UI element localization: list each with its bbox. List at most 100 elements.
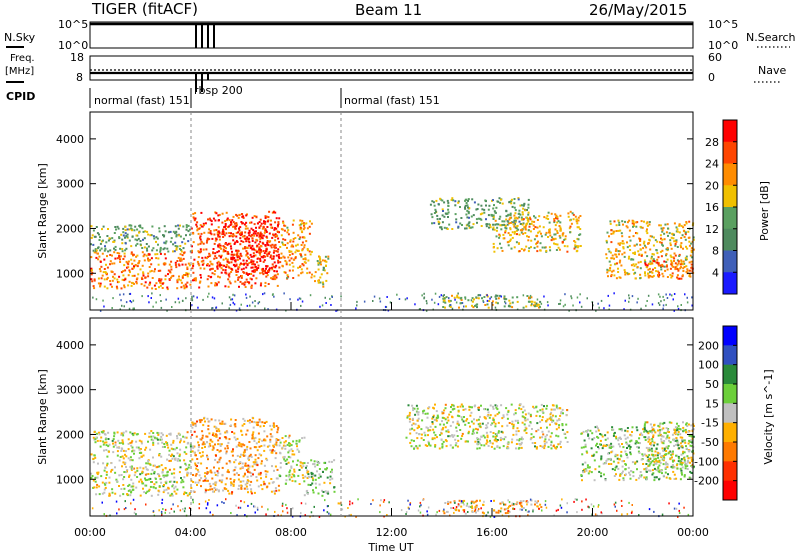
data-cell	[672, 237, 675, 240]
data-cell	[676, 230, 679, 233]
noise-cell	[579, 301, 581, 304]
data-cell	[248, 261, 251, 264]
data-cell	[190, 227, 193, 230]
data-cell	[101, 228, 103, 231]
noise-cell	[129, 300, 131, 302]
data-cell	[472, 306, 475, 309]
data-cell	[284, 447, 287, 450]
data-cell	[605, 257, 608, 260]
data-cell	[446, 421, 449, 424]
data-cell	[147, 257, 149, 260]
data-cell	[441, 199, 444, 202]
data-cell	[202, 242, 205, 245]
data-cell	[144, 281, 147, 284]
data-cell	[176, 260, 179, 262]
data-cell	[683, 224, 686, 227]
data-cell	[92, 457, 95, 460]
data-cell	[250, 490, 253, 493]
data-cell	[248, 281, 251, 284]
data-cell	[456, 435, 459, 437]
data-cell	[321, 259, 324, 262]
data-cell	[444, 418, 447, 421]
data-cell	[622, 246, 625, 249]
noise-cell	[396, 293, 398, 296]
noise-cell	[233, 294, 236, 297]
noise-cell	[297, 298, 299, 301]
data-cell	[103, 482, 106, 485]
data-cell	[519, 403, 522, 406]
data-cell	[457, 504, 460, 507]
data-cell	[691, 466, 694, 469]
data-cell	[299, 464, 302, 467]
data-cell	[629, 446, 632, 448]
data-cell	[244, 281, 247, 284]
data-cell	[248, 244, 251, 247]
data-cell	[253, 463, 256, 466]
data-cell	[217, 230, 220, 233]
data-cell	[418, 426, 421, 428]
data-cell	[147, 233, 150, 236]
data-cell	[113, 273, 116, 276]
data-cell	[294, 256, 297, 258]
data-cell	[121, 238, 124, 241]
data-cell	[496, 302, 499, 305]
data-cell	[302, 228, 305, 231]
data-cell	[301, 222, 303, 225]
data-cell	[255, 238, 258, 241]
data-cell	[248, 237, 250, 240]
data-cell	[218, 238, 221, 241]
data-cell	[147, 272, 150, 275]
data-cell	[414, 413, 417, 416]
data-cell	[479, 415, 481, 418]
data-cell	[229, 461, 232, 464]
data-cell	[201, 437, 204, 439]
data-cell	[506, 424, 509, 427]
data-cell	[98, 239, 101, 241]
data-cell	[259, 218, 262, 221]
noise-cell	[103, 305, 105, 308]
data-cell	[408, 418, 411, 421]
data-cell	[310, 473, 313, 476]
data-cell	[462, 420, 465, 423]
data-cell	[166, 247, 169, 250]
data-cell	[219, 443, 221, 446]
data-cell	[128, 475, 130, 478]
data-cell	[239, 455, 242, 458]
data-cell	[249, 419, 251, 422]
data-cell	[486, 408, 489, 411]
data-cell	[123, 284, 126, 287]
data-cell	[153, 472, 156, 475]
data-cell	[235, 249, 238, 252]
data-cell	[676, 439, 679, 442]
noise-cell	[489, 297, 491, 300]
data-cell	[182, 480, 185, 483]
data-cell	[546, 214, 549, 217]
data-cell	[658, 461, 661, 464]
data-cell	[206, 278, 209, 281]
freq-tick-top: 18	[70, 51, 84, 64]
data-cell	[301, 219, 304, 222]
data-cell	[544, 438, 547, 441]
data-cell	[559, 229, 562, 232]
data-cell	[606, 268, 609, 271]
data-cell	[96, 473, 99, 476]
data-cell	[679, 436, 682, 439]
data-cell	[138, 448, 141, 451]
data-cell	[677, 427, 680, 430]
data-cell	[677, 425, 680, 427]
data-cell	[138, 231, 140, 234]
data-cell	[451, 403, 453, 406]
data-cell	[314, 465, 317, 468]
data-cell	[484, 427, 487, 430]
data-cell	[645, 429, 648, 432]
data-cell	[457, 424, 460, 427]
data-cell	[248, 421, 251, 424]
data-cell	[215, 426, 218, 429]
data-cell	[236, 252, 239, 255]
data-cell	[128, 228, 131, 231]
data-cell	[500, 246, 503, 249]
data-cell	[217, 281, 220, 284]
data-cell	[656, 240, 659, 243]
noise-cell	[433, 301, 436, 304]
data-cell	[610, 442, 613, 445]
